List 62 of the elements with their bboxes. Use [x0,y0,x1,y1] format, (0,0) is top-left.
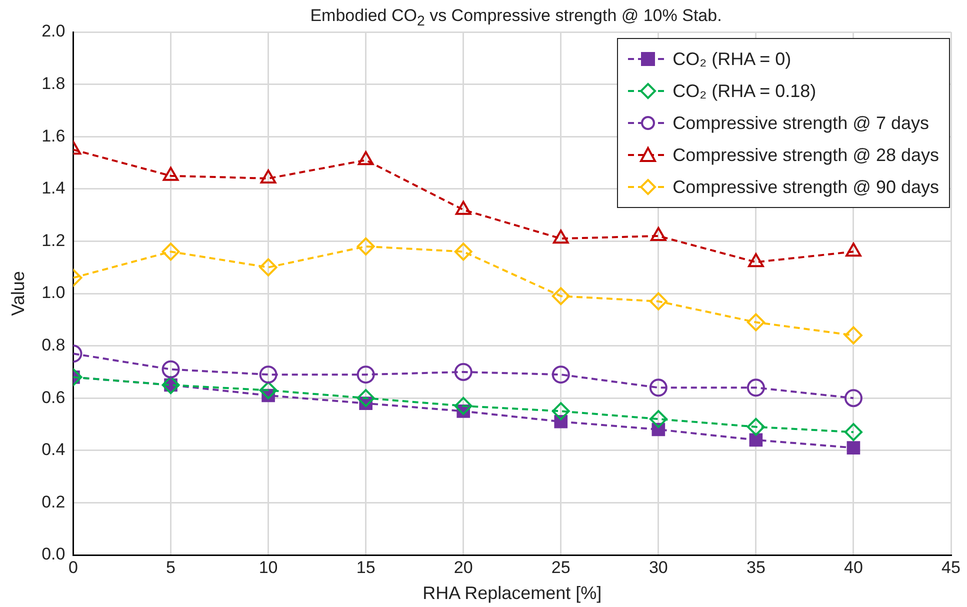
point [455,200,472,215]
point [748,253,764,268]
point [260,169,276,184]
point [356,237,375,256]
x-tick-label: 0 [68,558,78,577]
point [844,389,862,408]
point [746,418,765,436]
x-tick-label: 15 [356,558,376,577]
y-axis-title: Value [8,271,28,316]
legend-label: Compressive strength @ 7 days [672,112,929,134]
y-tick-label: 1.0 [42,283,66,302]
y-tick-label: 0.0 [42,544,66,564]
legend-label: CO₂ (RHA = 0.18) [672,80,816,102]
chart-title: Embodied CO$_{2}$ vs Compressive strength @ 10% Stab. [309,6,723,30]
point [162,242,180,261]
y-tick-label: 0.6 [42,388,66,407]
point [846,441,860,454]
x-tick-label: 45 [942,558,960,577]
point [454,396,472,415]
point [649,410,668,428]
point [846,242,862,257]
point [552,287,570,306]
y-tick-label: 1.8 [42,74,66,93]
y-tick-label: 2.0 [42,22,66,41]
point [454,242,472,261]
point [259,366,278,384]
point [454,362,472,381]
legend-label: Compressive strength @ 28 days [672,144,939,166]
x-tick-label: 35 [746,558,766,577]
point [650,226,666,241]
point [358,151,374,166]
point [356,366,375,384]
point [746,378,765,397]
point [649,292,668,310]
x-tick-label: 20 [454,558,473,577]
y-tick-label: 0.4 [42,440,66,460]
point [552,402,570,420]
x-tick-label: 30 [648,558,668,577]
x-tick-label: 5 [166,558,176,577]
point [259,381,278,400]
point [259,258,278,276]
point [356,389,375,408]
y-tick-label: 1.2 [42,230,66,250]
point [162,166,179,181]
legend-label: Compressive strength @ 90 days [672,176,939,198]
y-tick-label: 1.6 [42,126,66,146]
point [746,313,765,332]
x-tick-label: 25 [551,558,570,577]
point [552,230,569,244]
x-axis-title: RHA Replacement [%] [422,583,602,604]
y-tick-label: 0.8 [42,335,66,354]
point [749,433,763,447]
x-tick-label: 40 [844,558,863,577]
point [162,360,180,378]
y-tick-label: 1.4 [42,178,66,198]
point [552,366,570,384]
y-tick-label: 0.2 [42,492,66,512]
legend-label: CO₂ (RHA = 0) [672,48,792,70]
point [844,423,862,442]
point [844,326,862,344]
x-tick-label: 10 [258,558,278,577]
point [649,378,668,397]
